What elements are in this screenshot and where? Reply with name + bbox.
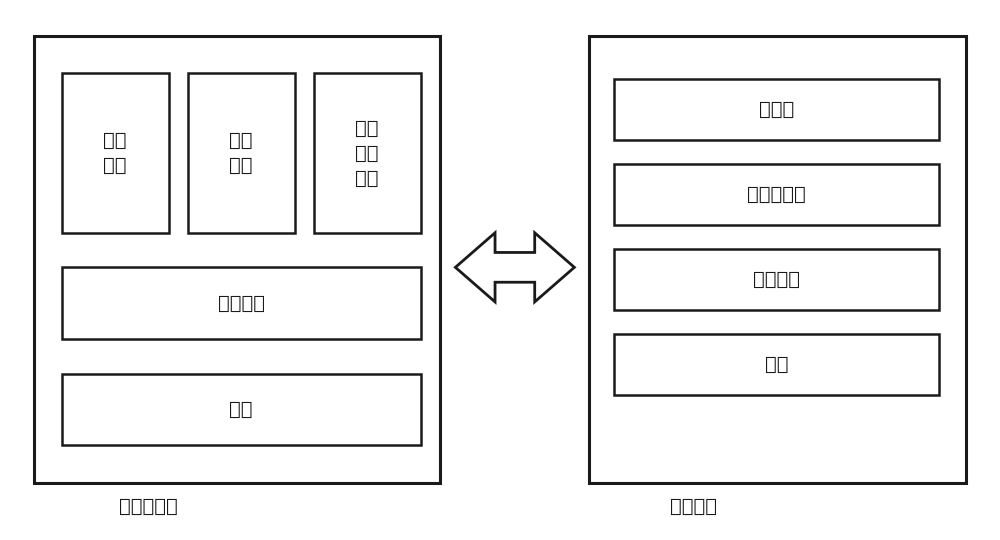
Text: 通信
接口: 通信 接口 — [229, 131, 253, 175]
Bar — [62, 374, 421, 445]
Text: 设备
辅助
模块: 设备 辅助 模块 — [355, 119, 379, 187]
Bar — [314, 73, 421, 233]
Bar — [62, 73, 169, 233]
Text: 应用层: 应用层 — [759, 100, 794, 119]
Text: 移动设备: 移动设备 — [670, 497, 717, 516]
Bar — [614, 164, 939, 225]
Text: 硬件: 硬件 — [229, 400, 253, 419]
Bar — [614, 79, 939, 140]
Bar — [34, 36, 440, 483]
Polygon shape — [455, 233, 574, 302]
Text: 硬件: 硬件 — [765, 355, 788, 374]
Text: 中间件模块: 中间件模块 — [747, 185, 806, 204]
Bar — [188, 73, 295, 233]
Text: 传感器节点: 传感器节点 — [119, 497, 177, 516]
Text: 云虚拟机: 云虚拟机 — [753, 270, 800, 289]
Bar — [62, 267, 421, 339]
Bar — [589, 36, 966, 483]
Text: 操作系统: 操作系统 — [218, 294, 265, 313]
Text: 数据
处理: 数据 处理 — [103, 131, 127, 175]
Bar — [614, 334, 939, 395]
Bar — [614, 249, 939, 310]
